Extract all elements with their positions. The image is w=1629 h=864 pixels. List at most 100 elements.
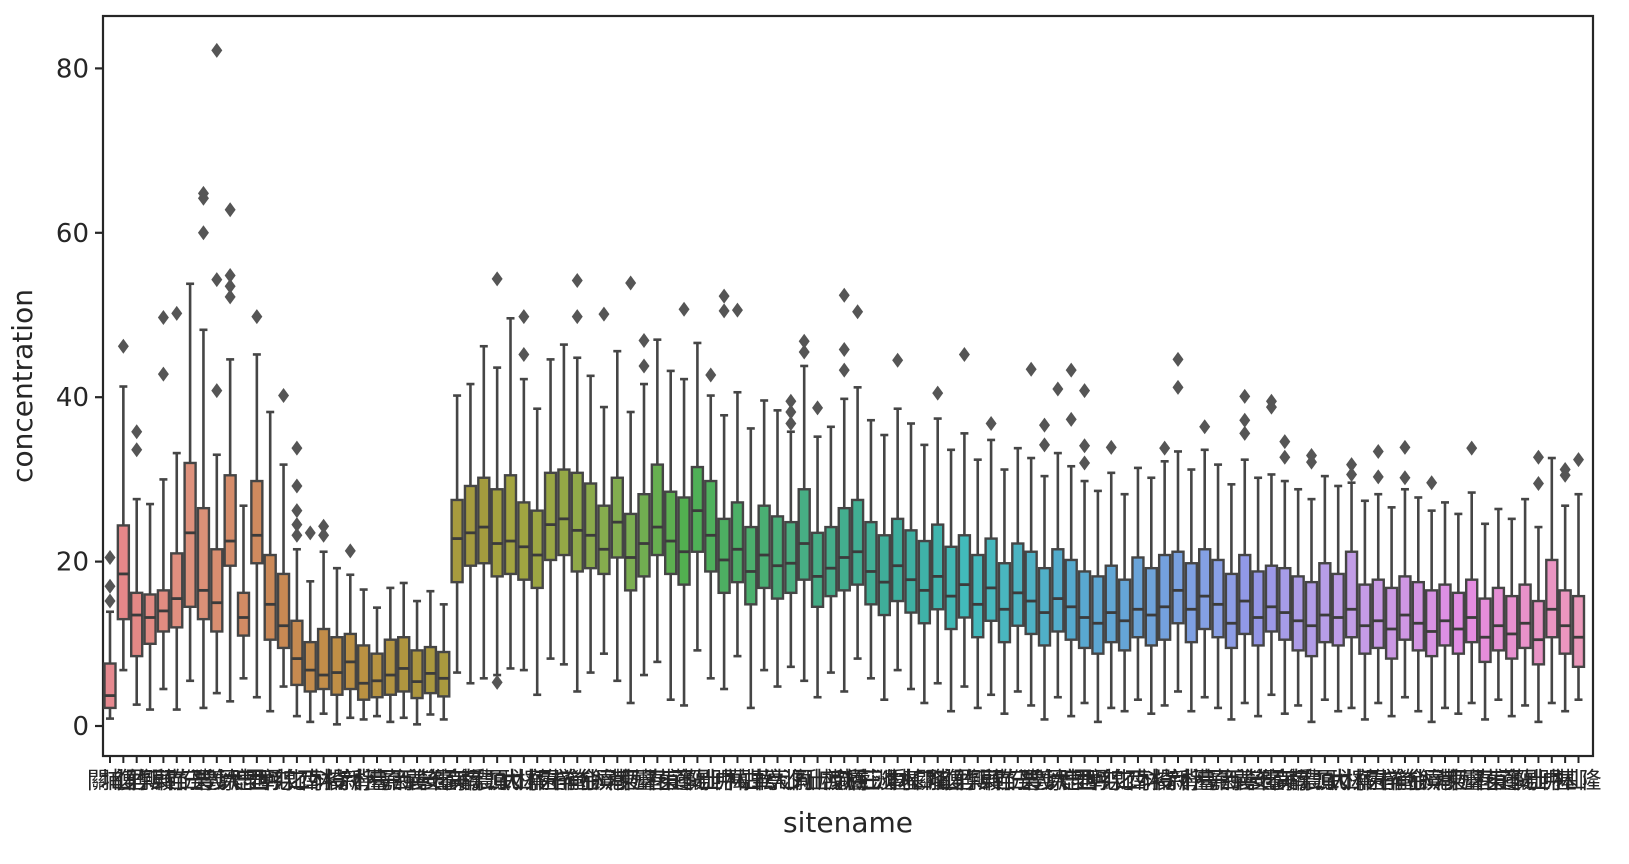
x-tick-label: 竹東 (955, 768, 1001, 794)
outlier-diamond (1346, 466, 1358, 482)
x-tick-label: 埔里 (928, 768, 974, 794)
box (1037, 566, 1052, 647)
outlier-diamond (104, 578, 116, 594)
box (236, 591, 251, 637)
x-tick-label: 恆春 (1449, 768, 1495, 794)
x-tick-label: 朴子 (354, 768, 400, 794)
x-tick-label: 陽明 (1515, 768, 1561, 794)
outlier-diamond (318, 527, 330, 543)
x-tick-label: 美濃 (447, 768, 493, 794)
outlier-diamond (1426, 475, 1438, 491)
box (1371, 578, 1385, 650)
box (770, 515, 785, 600)
box (971, 553, 985, 639)
box (370, 652, 384, 699)
x-tick-label: 中山 (1542, 768, 1588, 794)
box (984, 537, 998, 622)
x-tick-label: 臺南 (434, 768, 480, 794)
x-tick-label: 大同 (768, 768, 814, 794)
outlier-diamond (1039, 417, 1050, 433)
box (116, 524, 131, 621)
outlier-diamond (1025, 361, 1037, 377)
x-tick-label: 大里 (1048, 768, 1094, 794)
outlier-diamond (224, 289, 236, 305)
outlier-diamond (344, 543, 356, 559)
outlier-diamond (224, 268, 236, 284)
outlier-diamond (104, 593, 116, 609)
box (1238, 553, 1252, 636)
x-tick-label: 汐止 (781, 768, 827, 794)
x-tick-label: 恆春 (621, 768, 667, 794)
box (824, 525, 838, 598)
outlier-diamond (491, 674, 503, 690)
y-axis-label: concentration (6, 289, 39, 483)
outlier-diamond (785, 393, 797, 409)
box (890, 517, 905, 603)
x-tick-label: 臺南 (1262, 768, 1308, 794)
outlier-diamond (211, 272, 223, 288)
outlier-diamond (1065, 411, 1077, 427)
x-tick-label: 板橋 (821, 768, 867, 794)
x-tick-label: 苗栗 (167, 768, 213, 794)
x-tick-label: 臺東 (634, 768, 680, 794)
outlier-diamond (838, 287, 850, 303)
outlier-diamond (197, 185, 209, 201)
x-tick-label: 嘉義 (381, 768, 427, 794)
box (957, 534, 972, 619)
x-tick-label: 頭份 (981, 768, 1027, 794)
box (1478, 597, 1492, 664)
outlier-diamond (1159, 440, 1171, 456)
box (1251, 570, 1265, 647)
x-tick-label: 花蓮 (648, 768, 694, 794)
box (904, 529, 918, 614)
y-tick-label: 20 (56, 548, 89, 578)
box (850, 498, 865, 586)
box (1438, 583, 1452, 647)
x-tick-label: 宜蘭 (661, 768, 707, 794)
box (1571, 594, 1586, 669)
box (490, 488, 504, 578)
box (1211, 558, 1225, 639)
plot-frame (101, 14, 1595, 758)
box (757, 504, 771, 590)
outlier-diamond (518, 309, 530, 325)
box (797, 488, 811, 581)
x-tick-label: 林園 (1342, 768, 1388, 794)
x-tick-label: 土城 (808, 768, 854, 794)
x-tick-label: 忠明 (234, 768, 280, 794)
box (1531, 599, 1546, 666)
box (1451, 591, 1466, 655)
x-tick-label: 松山 (755, 768, 801, 794)
box (330, 636, 344, 696)
box (1291, 575, 1305, 652)
x-tick-label: 古亭 (741, 768, 787, 794)
outlier-diamond (1065, 362, 1077, 378)
x-tick-label: 嘉義 (1208, 768, 1254, 794)
box (517, 501, 531, 581)
box (917, 539, 932, 625)
outlier-diamond (798, 333, 810, 349)
box (1344, 550, 1359, 639)
outlier-diamond (718, 288, 730, 304)
outlier-diamond (718, 303, 730, 319)
box (196, 506, 211, 621)
box (223, 474, 237, 567)
x-tick-label: 楠梓 (528, 768, 574, 794)
outlier-diamond (852, 304, 864, 320)
box (1064, 558, 1078, 641)
box (1278, 566, 1292, 641)
x-tick-label: 淡水 (875, 768, 921, 794)
x-tick-label: 大寮 (1329, 768, 1375, 794)
box (570, 471, 584, 573)
x-tick-label: 楠梓 (1355, 768, 1401, 794)
x-tick-label: 彰化 (261, 768, 307, 794)
box (250, 479, 264, 565)
outlier-diamond (1372, 443, 1384, 459)
outlier-diamond (1573, 452, 1584, 468)
y-tick-label: 40 (56, 383, 89, 413)
box (1091, 575, 1105, 655)
x-tick-label: 中山 (714, 768, 760, 794)
box (103, 662, 117, 710)
